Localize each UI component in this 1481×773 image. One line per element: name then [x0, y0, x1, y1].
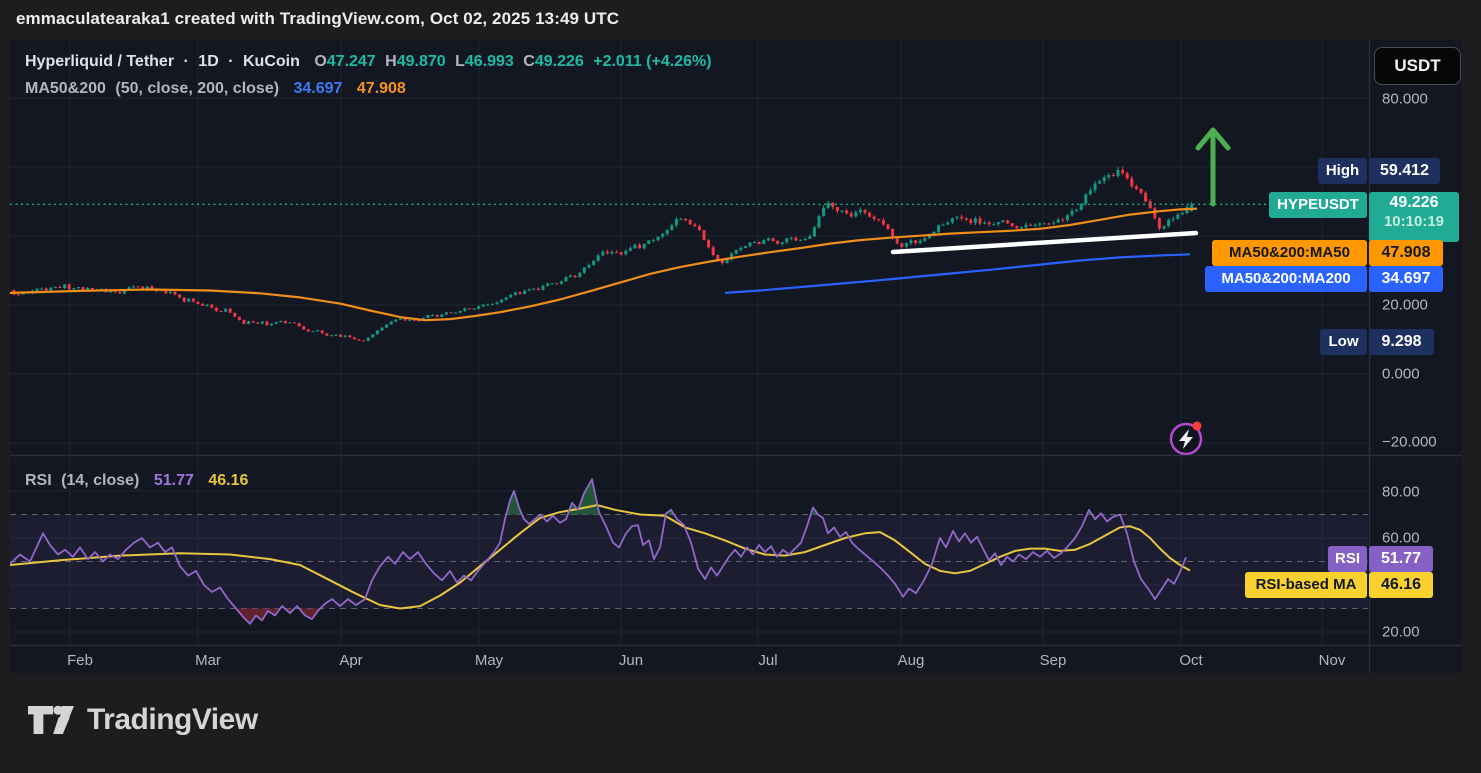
last-price-value: 49.226 [1389, 194, 1439, 211]
bar-countdown: 10:10:19 [1383, 213, 1445, 230]
rsi-oversold-fill [300, 608, 320, 620]
interval-label: 1D [198, 53, 219, 70]
chart-canvas[interactable] [10, 40, 1462, 673]
tradingview-logo-text: TradingView [87, 703, 258, 736]
rsi-name: RSI [25, 472, 52, 489]
axis-month-label: Aug [897, 652, 925, 669]
rsi-overbought-fill [508, 491, 522, 515]
axis-month-label: Nov [1318, 652, 1346, 669]
axis-price-label: 80.000 [1382, 90, 1428, 108]
open-value: 47.247 [326, 53, 376, 70]
ma50-header-value: 47.908 [356, 80, 406, 97]
rsi-ma-header-value: 46.16 [208, 472, 249, 489]
axis-price-label: 60.00 [1382, 529, 1420, 547]
tradingview-logo[interactable]: TradingView [28, 703, 258, 737]
open-label: O [314, 53, 327, 70]
candlesticks [12, 166, 1194, 342]
axis-month-label: Oct [1179, 652, 1203, 669]
rsi-indicator-header[interactable]: RSI (14, close) 51.77 46.16 [25, 472, 248, 490]
high-value: 49.870 [396, 53, 446, 70]
change-value: +2.011 (+4.26%) [593, 53, 712, 70]
rsi-badge-label: RSI [1328, 546, 1367, 572]
axis-price-label: 20.000 [1382, 296, 1428, 314]
axis-month-label: Sep [1039, 652, 1067, 669]
axis-month-label: Jul [758, 652, 778, 669]
rsi-ma-badge-label: RSI-based MA [1245, 572, 1367, 598]
symbol-header[interactable]: Hyperliquid / Tether · 1D · KuCoin O47.2… [25, 53, 712, 70]
rsi-ma-badge-value: 46.16 [1369, 572, 1433, 598]
chart-widget: Hyperliquid / Tether · 1D · KuCoin O47.2… [10, 40, 1462, 673]
symbol-badge-label: HYPEUSDT [1269, 192, 1367, 218]
ma50-badge-value: 47.908 [1369, 240, 1443, 266]
ma200-badge-value: 34.697 [1369, 266, 1443, 292]
low-label: L [455, 53, 465, 70]
ma-indicator-header[interactable]: MA50&200 (50, close, 200, close) 34.697 … [25, 80, 406, 98]
currency-button[interactable]: USDT [1374, 47, 1461, 85]
symbol-badge-value: 49.226 10:10:19 [1369, 192, 1459, 242]
ma200-badge-label: MA50&200:MA200 [1205, 266, 1367, 292]
high-badge-label: High [1318, 158, 1367, 184]
ma50-badge-label: MA50&200:MA50 [1212, 240, 1367, 266]
axis-price-label: 80.00 [1382, 483, 1420, 501]
ma200-line [724, 253, 1191, 294]
low-value: 46.993 [464, 53, 514, 70]
high-label: H [385, 53, 397, 70]
tradingview-logo-mark [28, 705, 74, 734]
symbol-title: Hyperliquid / Tether [25, 53, 175, 70]
axis-month-label: May [474, 652, 504, 669]
exchange-label: KuCoin [242, 53, 300, 70]
ma200-header-value: 34.697 [293, 80, 343, 97]
high-badge-value: 59.412 [1369, 158, 1440, 184]
close-label: C [523, 53, 535, 70]
rsi-badge-value: 51.77 [1369, 546, 1433, 572]
rsi-params: (14, close) [61, 472, 140, 489]
low-badge-value: 9.298 [1369, 329, 1434, 355]
axis-month-label: Jun [618, 652, 644, 669]
rsi-line [10, 478, 1187, 625]
axis-price-label: −20.000 [1382, 433, 1437, 451]
axis-month-label: Mar [195, 652, 221, 669]
close-value: 49.226 [534, 53, 584, 70]
attribution-text: emmaculatearaka1 created with TradingVie… [16, 9, 620, 28]
axis-month-label: Apr [339, 652, 363, 669]
flash-icon[interactable] [1169, 421, 1203, 456]
ma-indicator-params: (50, close, 200, close) [115, 80, 280, 97]
ma-indicator-name: MA50&200 [25, 80, 106, 97]
low-badge-label: Low [1320, 329, 1367, 355]
axis-price-label: 20.00 [1382, 623, 1420, 641]
rsi-oversold-fill [286, 608, 294, 614]
arrow-up-drawing[interactable] [1195, 127, 1231, 207]
ma50-line [10, 207, 1198, 322]
axis-price-label: 0.000 [1382, 365, 1420, 383]
axis-month-label: Feb [67, 652, 93, 669]
rsi-header-value: 51.77 [153, 472, 194, 489]
trendline-drawing[interactable] [890, 230, 1199, 255]
